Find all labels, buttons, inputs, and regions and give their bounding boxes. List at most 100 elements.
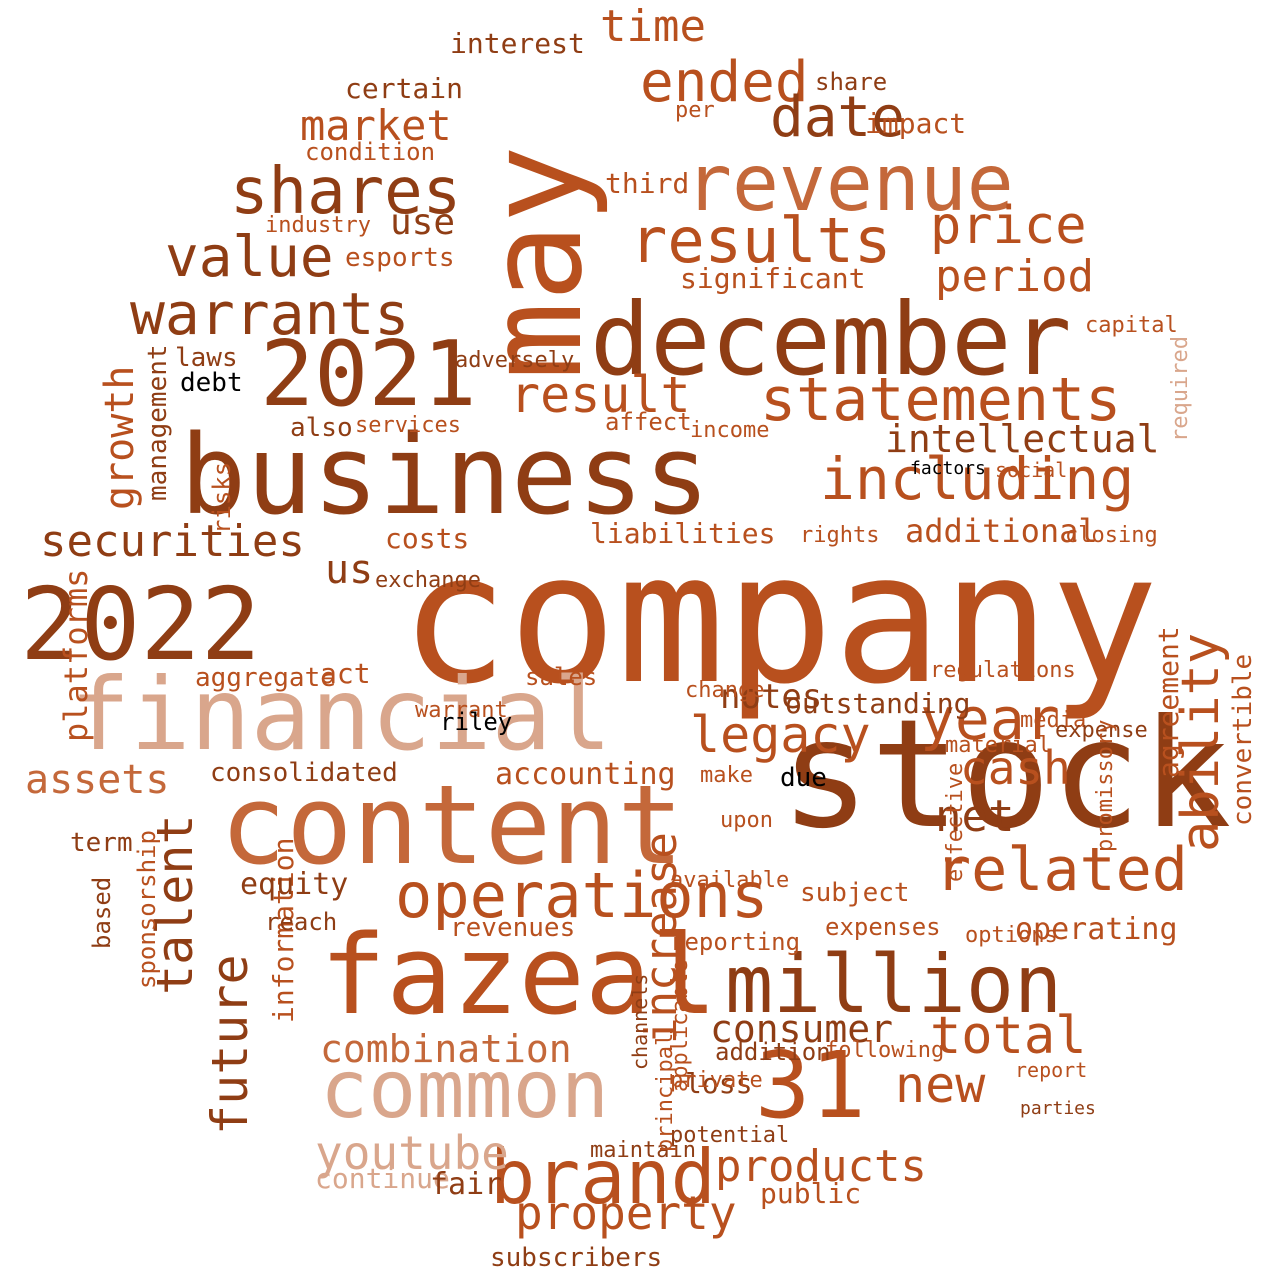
cloud-word-adversely: adversely bbox=[455, 348, 575, 373]
cloud-word-subject: subject bbox=[800, 878, 910, 908]
cloud-word-may: may bbox=[459, 145, 611, 380]
cloud-word-parties: parties bbox=[1020, 1098, 1096, 1119]
cloud-word-2022: 2022 bbox=[20, 566, 261, 683]
cloud-word-following: following bbox=[825, 1038, 945, 1063]
cloud-word-options: options bbox=[965, 923, 1058, 948]
cloud-word-consumer: consumer bbox=[710, 1007, 894, 1051]
cloud-word-value: value bbox=[165, 225, 334, 290]
cloud-word-million: million bbox=[725, 938, 1063, 1031]
cloud-word-business: business bbox=[180, 411, 710, 539]
cloud-word-subscribers: subscribers bbox=[490, 1243, 663, 1273]
cloud-word-revenue: revenue bbox=[685, 139, 1014, 229]
cloud-word-use: use bbox=[390, 202, 456, 243]
cloud-word-ended: ended bbox=[640, 50, 809, 115]
cloud-word-reporting: reporting bbox=[670, 928, 801, 956]
cloud-word-revenues: revenues bbox=[450, 913, 576, 943]
cloud-word-term: term bbox=[70, 828, 133, 858]
cloud-word-including: including bbox=[820, 445, 1135, 513]
cloud-word-outstanding: outstanding bbox=[785, 687, 971, 720]
cloud-word-loss: loss bbox=[685, 1067, 753, 1100]
cloud-word-impact: impact bbox=[865, 107, 967, 140]
cloud-word-potential: potential bbox=[670, 1123, 790, 1148]
cloud-word-time: time bbox=[600, 1, 706, 52]
cloud-word-due: due bbox=[780, 763, 827, 793]
cloud-word-expense: expense bbox=[1055, 718, 1148, 743]
cloud-word-convertible: convertible bbox=[1228, 653, 1258, 826]
cloud-word-legacy: legacy bbox=[690, 706, 871, 764]
cloud-word-cash: cash bbox=[960, 741, 1071, 795]
cloud-word-2021: 2021 bbox=[260, 322, 477, 427]
cloud-word-certain: certain bbox=[345, 72, 464, 105]
cloud-word-sales: sales bbox=[525, 663, 598, 691]
cloud-word-net: net bbox=[935, 791, 1015, 842]
cloud-word-common: common bbox=[320, 1043, 609, 1136]
cloud-word-debt: debt bbox=[180, 368, 243, 398]
cloud-word-make: make bbox=[700, 763, 753, 788]
cloud-word-fair: fair bbox=[430, 1167, 503, 1202]
cloud-word-agreement: agreement bbox=[1152, 626, 1185, 778]
cloud-word-us: us bbox=[325, 547, 374, 593]
cloud-word-report: report bbox=[1015, 1058, 1088, 1082]
cloud-word-capital: capital bbox=[1085, 313, 1178, 338]
cloud-word-risks: risks bbox=[208, 461, 236, 534]
cloud-word-expenses: expenses bbox=[825, 913, 941, 941]
cloud-word-accounting: accounting bbox=[495, 757, 676, 792]
cloud-word-material: material bbox=[945, 733, 1051, 758]
cloud-word-related: related bbox=[935, 835, 1188, 905]
cloud-word-results: results bbox=[630, 204, 892, 277]
cloud-word-costs: costs bbox=[385, 522, 470, 555]
cloud-word-promissory: promissory bbox=[1093, 719, 1118, 852]
cloud-word-notes: notes bbox=[720, 677, 823, 717]
cloud-word-year: year bbox=[920, 685, 1060, 753]
cloud-word-december: december bbox=[590, 281, 1072, 398]
cloud-word-affect: affect bbox=[605, 408, 692, 436]
cloud-word-content: content bbox=[220, 761, 684, 889]
cloud-word-aggregate: aggregate bbox=[195, 663, 336, 693]
cloud-word-exchange: exchange bbox=[375, 568, 481, 593]
cloud-word-platforms: platforms bbox=[57, 568, 95, 742]
cloud-word-addition: addition bbox=[715, 1038, 831, 1066]
cloud-word-act: act bbox=[320, 657, 371, 690]
cloud-word-operating: operating bbox=[1015, 912, 1178, 947]
cloud-word-intellectual: intellectual bbox=[885, 417, 1160, 461]
cloud-word-equity: equity bbox=[240, 867, 349, 902]
cloud-word-public: public bbox=[760, 1177, 862, 1210]
cloud-word-result: result bbox=[510, 366, 691, 424]
cloud-word-income: income bbox=[690, 418, 770, 443]
cloud-word-period: period bbox=[935, 251, 1094, 302]
cloud-word-factors: factors bbox=[910, 458, 986, 479]
cloud-word-shares: shares bbox=[230, 155, 462, 229]
cloud-word-31: 31 bbox=[755, 1032, 866, 1139]
cloud-word-applicable: applicable bbox=[668, 959, 693, 1092]
cloud-word-regulations: regulations bbox=[930, 658, 1076, 683]
cloud-word-condition: condition bbox=[305, 138, 436, 166]
cloud-word-financial: financial bbox=[70, 656, 612, 773]
cloud-word-closing: closing bbox=[1065, 523, 1158, 548]
cloud-word-fazeal: fazeal bbox=[320, 911, 718, 1039]
cloud-word-brand: brand bbox=[490, 1133, 716, 1221]
cloud-word-assets: assets bbox=[25, 757, 170, 803]
cloud-word-industry: industry bbox=[265, 213, 371, 238]
cloud-word-company: company bbox=[400, 515, 1159, 724]
cloud-word-per: per bbox=[675, 98, 715, 123]
cloud-word-private: private bbox=[670, 1068, 763, 1093]
cloud-word-maintain: maintain bbox=[590, 1138, 696, 1163]
cloud-word-total: total bbox=[930, 1006, 1087, 1066]
cloud-word-securities: securities bbox=[40, 516, 305, 567]
cloud-word-stock: stock bbox=[780, 688, 1232, 862]
cloud-word-third: third bbox=[605, 167, 690, 200]
cloud-word-price: price bbox=[930, 196, 1087, 256]
cloud-word-liabilities: liabilities bbox=[590, 517, 776, 550]
cloud-word-sponsorship: sponsorship bbox=[133, 830, 161, 989]
cloud-word-services: services bbox=[355, 413, 461, 438]
cloud-word-products: products bbox=[715, 1141, 927, 1192]
cloud-word-esports: esports bbox=[345, 243, 455, 273]
cloud-word-warrant: warrant bbox=[415, 698, 508, 723]
cloud-word-also: also bbox=[290, 413, 353, 443]
cloud-word-combination: combination bbox=[320, 1027, 572, 1071]
cloud-word-effective: effective bbox=[943, 762, 968, 882]
cloud-word-required: required bbox=[1168, 336, 1193, 442]
cloud-word-available: available bbox=[670, 868, 790, 893]
cloud-word-new: new bbox=[895, 1056, 986, 1114]
